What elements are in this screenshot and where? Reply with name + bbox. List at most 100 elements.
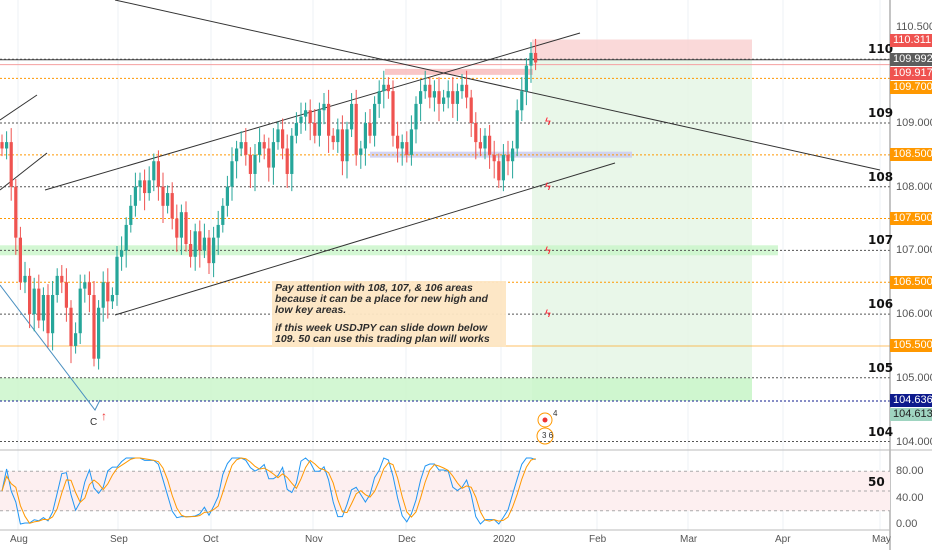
candle-body	[202, 237, 206, 251]
stop-loss-zone	[532, 39, 752, 60]
lightning-icon: ϟ	[545, 245, 551, 257]
trend-line	[0, 152, 48, 191]
candle-body	[400, 142, 404, 149]
time-tick: Mar	[680, 534, 698, 545]
annotation-note[interactable]: Pay attention with 108, 107, & 106 areas…	[272, 281, 506, 347]
event-count: 4	[553, 409, 558, 418]
candle-body	[354, 103, 358, 155]
price-tag: 109.917	[890, 67, 932, 81]
candle-body	[133, 186, 137, 206]
arrow-up-icon: ↑	[101, 409, 107, 423]
candle-body	[124, 224, 128, 251]
price-tick: 109.000	[896, 117, 932, 129]
candle-body	[377, 91, 381, 104]
candle-body	[534, 52, 538, 63]
candle-body	[345, 129, 349, 162]
candle-body	[386, 84, 390, 92]
time-tick: May	[872, 534, 891, 545]
candle-body	[51, 294, 55, 334]
time-tick: Apr	[775, 534, 791, 545]
candle-body	[327, 103, 331, 136]
candle-body	[106, 282, 110, 302]
candle-body	[465, 84, 469, 98]
candle-body	[55, 275, 59, 295]
candle-body	[520, 91, 524, 111]
candle-body	[170, 193, 174, 219]
time-tick: Dec	[398, 534, 416, 545]
take-profit-zone	[532, 59, 752, 401]
oscillator-tick: 0.00	[896, 518, 918, 530]
note-line-1: Pay attention with 108, 107, & 106 areas…	[275, 282, 488, 316]
level-label: 110	[868, 42, 894, 57]
candle-body	[515, 110, 519, 149]
candle-body	[432, 91, 436, 98]
candle-body	[248, 154, 252, 174]
trend-line	[0, 94, 38, 121]
candle-body	[115, 256, 119, 295]
candle-body	[359, 148, 363, 155]
price-tag: 106.500	[890, 275, 932, 289]
wave-label: C	[90, 417, 97, 428]
stoch-d-line	[1, 457, 536, 524]
price-tick: 106.000	[896, 308, 932, 321]
candle-body	[147, 180, 151, 194]
candle-body	[290, 135, 294, 174]
oscillator-mid-label: 50	[868, 475, 885, 489]
candle-body	[216, 224, 220, 238]
price-tick: 107.000	[896, 244, 932, 257]
candle-body	[166, 193, 170, 206]
candle-body	[478, 142, 482, 149]
candle-body	[285, 148, 289, 174]
candle-body	[184, 212, 188, 245]
candle-body	[391, 91, 395, 136]
lightning-icon: ϟ	[545, 116, 551, 128]
candle-body	[92, 294, 96, 359]
candle-body	[368, 123, 372, 136]
candle-body	[193, 231, 197, 257]
candle-body	[276, 129, 280, 143]
level-label: 109	[868, 106, 894, 120]
candle-body	[207, 237, 211, 264]
candle-body	[474, 123, 478, 143]
candle-body	[281, 129, 285, 149]
time-tick: Feb	[589, 534, 607, 545]
note-line-2: if this week USDJPY can slide down below…	[275, 322, 490, 345]
candle-body	[492, 154, 496, 162]
candle-body	[299, 116, 303, 123]
price-tag: 104.613	[890, 408, 932, 422]
candle-body	[74, 333, 78, 346]
candle-body	[0, 142, 4, 149]
candle-body	[511, 148, 515, 162]
level-label: 106	[868, 297, 894, 312]
candle-body	[28, 275, 32, 315]
level-label: 107	[868, 233, 894, 248]
candle-body	[152, 161, 156, 181]
candle-body	[83, 282, 87, 289]
candle-body	[230, 161, 234, 187]
candle-body	[244, 142, 248, 155]
price-tick: 110.500	[896, 21, 932, 34]
candle-body	[138, 180, 142, 187]
candle-body	[442, 97, 446, 104]
candle-body	[336, 129, 340, 143]
time-tick: Nov	[305, 534, 323, 545]
trend-line	[114, 0, 881, 171]
candle-body	[156, 161, 160, 187]
candle-body	[267, 148, 271, 168]
candle-body	[373, 103, 377, 136]
candle-body	[396, 135, 400, 149]
level-label: 105	[868, 360, 894, 375]
candle-body	[317, 110, 321, 136]
time-tick: Oct	[203, 534, 219, 545]
lightning-icon: ϟ	[545, 181, 551, 193]
price-tag: 110.311	[890, 34, 932, 48]
candle-body	[14, 186, 18, 238]
candle-body	[5, 142, 9, 149]
candle-body	[64, 282, 68, 308]
candle-body	[258, 142, 262, 155]
price-tag: 104.636	[890, 394, 932, 408]
resistance-box	[385, 68, 533, 75]
candle-body	[483, 135, 487, 149]
